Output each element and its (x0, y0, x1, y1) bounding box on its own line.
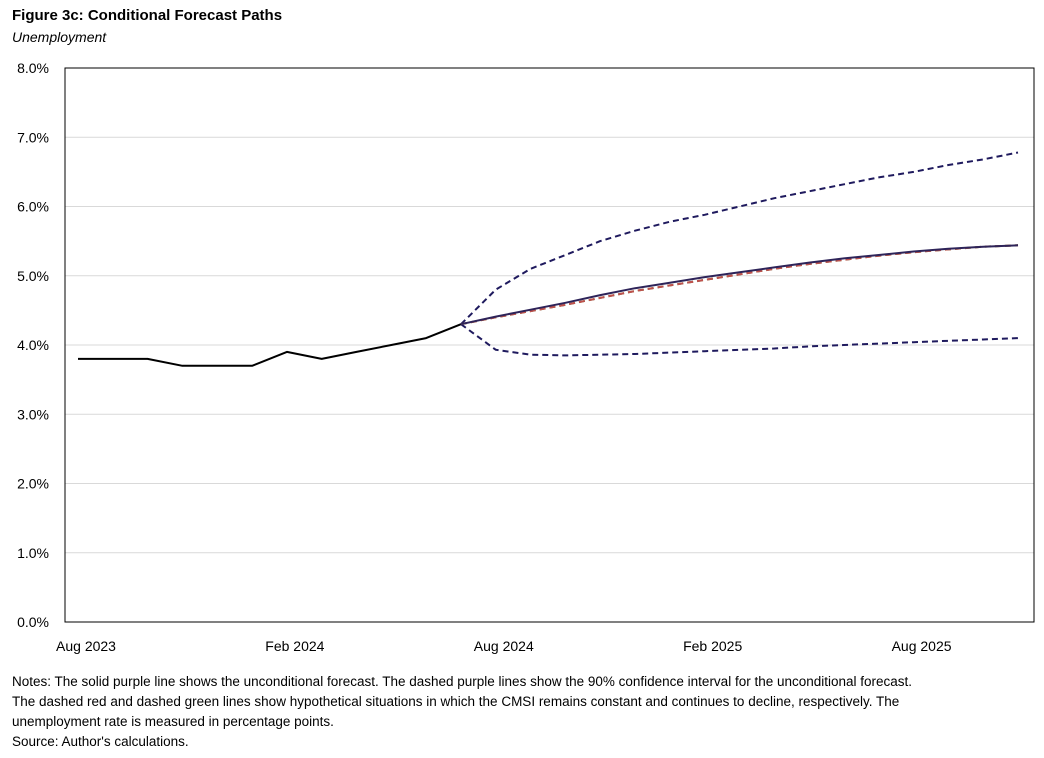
y-tick-label: 2.0% (17, 476, 49, 492)
y-tick-label: 6.0% (17, 199, 49, 215)
series-line-cmsi-decline (460, 244, 1019, 326)
source-line: Source: Author's calculations. (12, 734, 189, 749)
y-tick-label: 7.0% (17, 129, 49, 145)
series-line-cmsi-constant (460, 244, 1019, 326)
chart-subtitle: Unemployment (12, 29, 107, 45)
y-tick-label: 1.0% (17, 545, 49, 561)
series-line-unconditional (460, 244, 1019, 326)
y-tick-label: 4.0% (17, 337, 49, 353)
y-tick-label: 5.0% (17, 268, 49, 284)
x-tick-label: Aug 2025 (892, 638, 952, 654)
chart-title: Figure 3c: Conditional Forecast Paths (12, 7, 283, 24)
plot-frame (64, 67, 1035, 623)
chart-notes: Notes: The solid purple line shows the u… (12, 672, 1032, 752)
line-chart: 0.0% 1.0% 2.0% 3.0% 4.0% 5.0% 6.0% 7.0% 8.0% Aug … (17, 60, 1035, 654)
y-tick-label: 8.0% (17, 60, 49, 76)
series-line-lower-90 (460, 323, 1019, 357)
notes-line-3: unemployment rate is measured in percent… (12, 714, 334, 729)
x-tick-label: Aug 2023 (56, 638, 116, 654)
notes-line-1: Notes: The solid purple line shows the u… (12, 674, 913, 689)
y-tick-label: 0.0% (17, 614, 49, 630)
x-tick-label: Feb 2024 (265, 638, 324, 654)
x-tick-label: Feb 2025 (683, 638, 742, 654)
series-line-actual (78, 323, 462, 367)
notes-line-2: The dashed red and dashed green lines sh… (12, 694, 900, 709)
y-tick-label: 3.0% (17, 406, 49, 422)
series-line-upper-90 (460, 151, 1019, 325)
x-tick-label: Aug 2024 (474, 638, 534, 654)
